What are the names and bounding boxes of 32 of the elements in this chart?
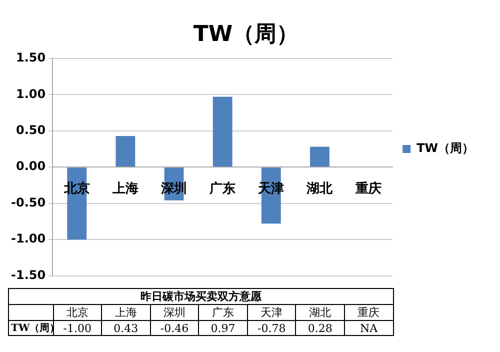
data-label: -1.00 — [63, 322, 92, 334]
y-tick-label: 1.50 — [16, 50, 46, 65]
chart-title: TW（周） — [193, 22, 299, 47]
x-tick-label: 湖北 — [296, 304, 344, 320]
category-label: 湖北 — [306, 181, 333, 196]
y-tick-label: -0.50 — [10, 195, 46, 210]
y-tick-label: -1.50 — [10, 268, 46, 282]
data-label: 0.28 — [296, 320, 344, 336]
x-tick-label: 北京 — [53, 304, 102, 320]
data-label: 0.43 — [102, 320, 150, 336]
text: NA — [360, 322, 378, 334]
legend-label: TW（周） — [416, 141, 474, 156]
x-tick-label: 深圳 — [150, 304, 199, 320]
text: 昨日碳市场买卖双方意愿 — [8, 288, 394, 304]
y-tick-label: 1.00 — [16, 86, 46, 101]
x-tick-label: 广东 — [198, 304, 248, 320]
x-tick-label: 上海 — [102, 304, 150, 320]
category-label: 重庆 — [355, 181, 382, 196]
bar — [116, 136, 136, 167]
y-tick-label: -1.00 — [10, 232, 46, 246]
y-tick-label: 0.00 — [16, 159, 46, 174]
bar — [212, 96, 232, 167]
data-label: -0.78 — [247, 320, 296, 336]
bar — [310, 146, 330, 167]
text: TW（周） — [11, 323, 60, 334]
category-label: 上海 — [112, 181, 138, 196]
category-label: 广东 — [210, 181, 236, 196]
x-tick-label: 天津 — [247, 304, 296, 320]
y-tick-label: 0.50 — [16, 122, 46, 137]
data-label: 0.97 — [198, 320, 248, 336]
data-label: -0.46 — [150, 320, 199, 336]
x-tick-label: 重庆 — [344, 304, 394, 320]
